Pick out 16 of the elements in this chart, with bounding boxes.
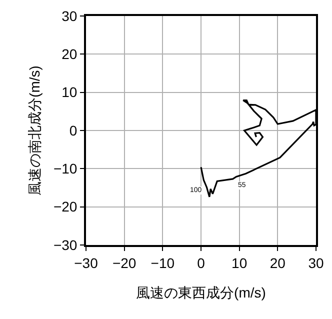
y-tick-label: 10: [62, 84, 78, 100]
x-tick-label: 30: [308, 254, 324, 271]
y-tick-label: −30: [53, 236, 78, 253]
x-tick-label: −30: [74, 254, 98, 271]
x-tick-label: 20: [270, 254, 286, 271]
y-tick-label: −20: [53, 198, 78, 215]
y-tick-label: 30: [62, 8, 78, 24]
x-tick-label: −10: [150, 254, 175, 271]
x-tick-label: −20: [112, 254, 136, 271]
x-tick-label: 10: [232, 254, 248, 271]
y-tick-label: −10: [53, 160, 78, 177]
x-tick-label: 0: [197, 254, 206, 271]
y-tick-label: 0: [69, 122, 78, 138]
y-tick-label: 20: [62, 46, 78, 62]
y-axis-title: 風速の南北成分(m/s): [26, 66, 43, 196]
x-axis-title: 風速の東西成分(m/s): [136, 284, 266, 301]
